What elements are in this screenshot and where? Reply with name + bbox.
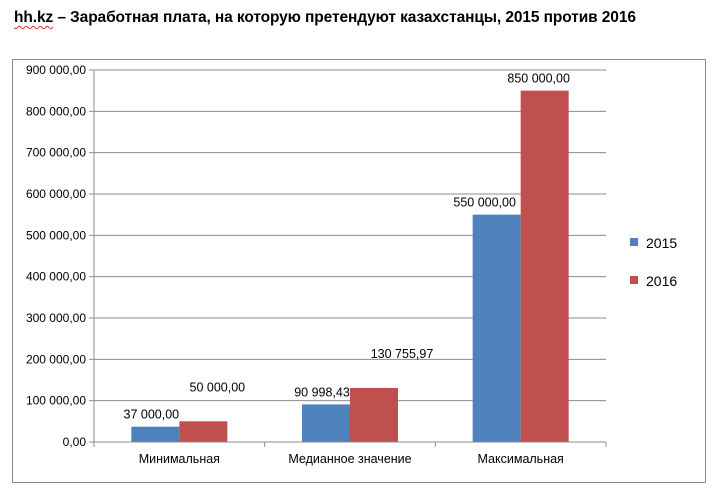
chart-frame	[12, 59, 706, 483]
page-title-text: – Заработная плата, на которую претендую…	[53, 9, 636, 26]
page-title: hh.kz – Заработная плата, на которую пре…	[14, 9, 636, 27]
page-title-site: hh.kz	[14, 9, 54, 26]
